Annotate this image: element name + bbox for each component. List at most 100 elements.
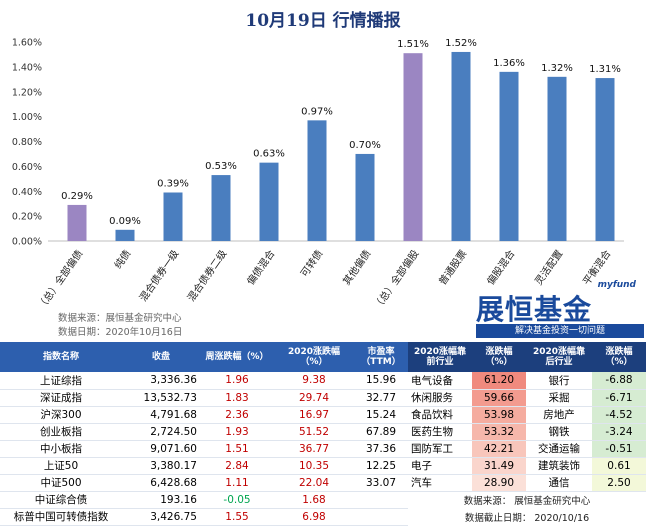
table-cell: -3.24 xyxy=(592,423,646,441)
table-cell: 交通运输 xyxy=(526,440,592,458)
bar xyxy=(67,204,87,241)
x-tick-label: （总）全部偏股 xyxy=(371,247,422,312)
y-tick-label: 0.60% xyxy=(12,162,42,173)
header-cell: 周涨跌幅（%） xyxy=(200,342,274,372)
data-label: 0.29% xyxy=(61,191,93,202)
table-cell: 电气设备 xyxy=(408,372,472,390)
table-cell: -0.05 xyxy=(200,491,274,509)
table-cell: 9,071.60 xyxy=(122,440,200,458)
table-cell: 67.89 xyxy=(354,423,408,441)
x-tick-label: 混合债券一级 xyxy=(136,247,181,304)
table-cell: 51.52 xyxy=(274,423,354,441)
table-cell: 中证综合债 xyxy=(0,491,122,509)
table-cell: 28.90 xyxy=(472,474,526,492)
table-cell: 32.77 xyxy=(354,389,408,407)
data-label: 0.53% xyxy=(205,161,237,172)
table-cell: 食品饮料 xyxy=(408,406,472,424)
x-tick-label: 偏债混合 xyxy=(244,247,278,287)
table-cell: 53.98 xyxy=(472,406,526,424)
table-cell: 22.04 xyxy=(274,474,354,492)
bar xyxy=(307,120,327,241)
table-row: 标普中国可转债指数 3,426.75 1.55 6.98 数据截止日期： 2020/10… xyxy=(0,508,646,526)
table-footnote: 数据截止日期： 2020/10/16 xyxy=(464,512,590,524)
data-labels: 0.29% 0.09% 0.39% 0.53% 0.63% 0.97% 0.70% 1.51%… xyxy=(61,38,621,227)
data-label: 1.32% xyxy=(541,63,573,74)
table-cell: 53.32 xyxy=(472,423,526,441)
page-title: 10月19日 行情播报 xyxy=(245,11,401,31)
data-label: 0.97% xyxy=(301,106,333,117)
table-cell: 31.49 xyxy=(472,457,526,475)
table-cell: 36.77 xyxy=(274,440,354,458)
table-cell: -6.88 xyxy=(592,372,646,390)
table-cell: 15.96 xyxy=(354,372,408,390)
table-cell: 6,428.68 xyxy=(122,474,200,492)
y-axis: 0.00% 0.20% 0.40% 0.60% 0.80% 1.00% 1.20% 1.40%… xyxy=(12,38,624,248)
table-cell: 采掘 xyxy=(526,389,592,407)
data-label: 0.70% xyxy=(349,140,381,151)
table-cell: -0.51 xyxy=(592,440,646,458)
table-cell: 深证成指 xyxy=(0,389,122,407)
table-cell xyxy=(354,508,408,526)
table-cell: 银行 xyxy=(526,372,592,390)
table-cell: 61.20 xyxy=(472,372,526,390)
bar xyxy=(403,53,423,241)
brand-slogan: 解决基金投资一切问题 xyxy=(476,324,644,338)
data-label: 1.52% xyxy=(445,38,477,49)
brand-name: 展恒基金 xyxy=(476,293,593,326)
y-tick-label: 1.60% xyxy=(12,38,42,49)
table-row: 中证500 6,428.68 1.11 22.04 33.07 汽车 28.90 通信 2.50 xyxy=(0,474,646,492)
table-cell: 钢铁 xyxy=(526,423,592,441)
header-cell: 市盈率（TTM） xyxy=(354,342,408,372)
table-header: 指数名称 收盘 周涨跌幅（%） 2020涨跌幅（%） 市盈率（TTM） 2020… xyxy=(0,342,646,372)
table-cell: 59.66 xyxy=(472,389,526,407)
table-cell: 1.55 xyxy=(200,508,274,526)
x-tick-label: （总）全部偏债 xyxy=(35,247,86,312)
table-cell: 2,724.50 xyxy=(122,423,200,441)
bar xyxy=(355,153,375,241)
table-cell: 1.68 xyxy=(274,491,354,509)
table-cell: 2.50 xyxy=(592,474,646,492)
bar xyxy=(211,175,231,241)
brand-tag: myfund xyxy=(597,280,636,290)
header-cell: 收盘 xyxy=(122,342,200,372)
table-cell: 3,336.36 xyxy=(122,372,200,390)
table-cell: 1.93 xyxy=(200,423,274,441)
table-cell: 37.36 xyxy=(354,440,408,458)
data-label: 1.51% xyxy=(397,39,429,50)
table-cell: 沪深300 xyxy=(0,406,122,424)
table-cell: 上证50 xyxy=(0,457,122,475)
data-label: 0.63% xyxy=(253,149,285,160)
table-footnote: 数据来源： 展恒基金研究中心 xyxy=(463,495,591,507)
table-cell: 33.07 xyxy=(354,474,408,492)
header-cell: 指数名称 xyxy=(0,342,122,372)
date-line: 数据日期：2020年10月16日 xyxy=(58,327,183,338)
table-row: 上证50 3,380.17 2.84 10.35 12.25 电子 31.49 建筑装饰 0.6… xyxy=(0,457,646,475)
table-cell: 1.83 xyxy=(200,389,274,407)
bar xyxy=(115,229,135,241)
table-cell: 3,426.75 xyxy=(122,508,200,526)
table-cell: -6.71 xyxy=(592,389,646,407)
table-cell: 汽车 xyxy=(408,474,472,492)
table-cell: -4.52 xyxy=(592,406,646,424)
table-cell: 休闲服务 xyxy=(408,389,472,407)
bar xyxy=(259,162,279,241)
table-row: 沪深300 4,791.68 2.36 16.97 15.24 食品饮料 53.98 房地产 -… xyxy=(0,406,646,424)
table-cell: 创业板指 xyxy=(0,423,122,441)
table-cell: 12.25 xyxy=(354,457,408,475)
table-cell: 29.74 xyxy=(274,389,354,407)
y-tick-label: 0.80% xyxy=(12,137,42,148)
y-tick-label: 1.20% xyxy=(12,87,42,98)
bar xyxy=(451,51,471,242)
table-cell: 42.21 xyxy=(472,440,526,458)
y-tick-label: 0.40% xyxy=(12,187,42,198)
bars xyxy=(67,51,615,242)
table-row: 创业板指 2,724.50 1.93 51.52 67.89 医药生物 53.32 钢铁 -3.… xyxy=(0,423,646,441)
x-tick-label: 其他偏债 xyxy=(340,247,374,287)
table-cell: 电子 xyxy=(408,457,472,475)
table-cell: 房地产 xyxy=(526,406,592,424)
bar-chart: 0.00% 0.20% 0.40% 0.60% 0.80% 1.00% 1.20% 1.40%… xyxy=(12,38,624,312)
table-cell: 15.24 xyxy=(354,406,408,424)
table-cell: 16.97 xyxy=(274,406,354,424)
table-cell: 通信 xyxy=(526,474,592,492)
